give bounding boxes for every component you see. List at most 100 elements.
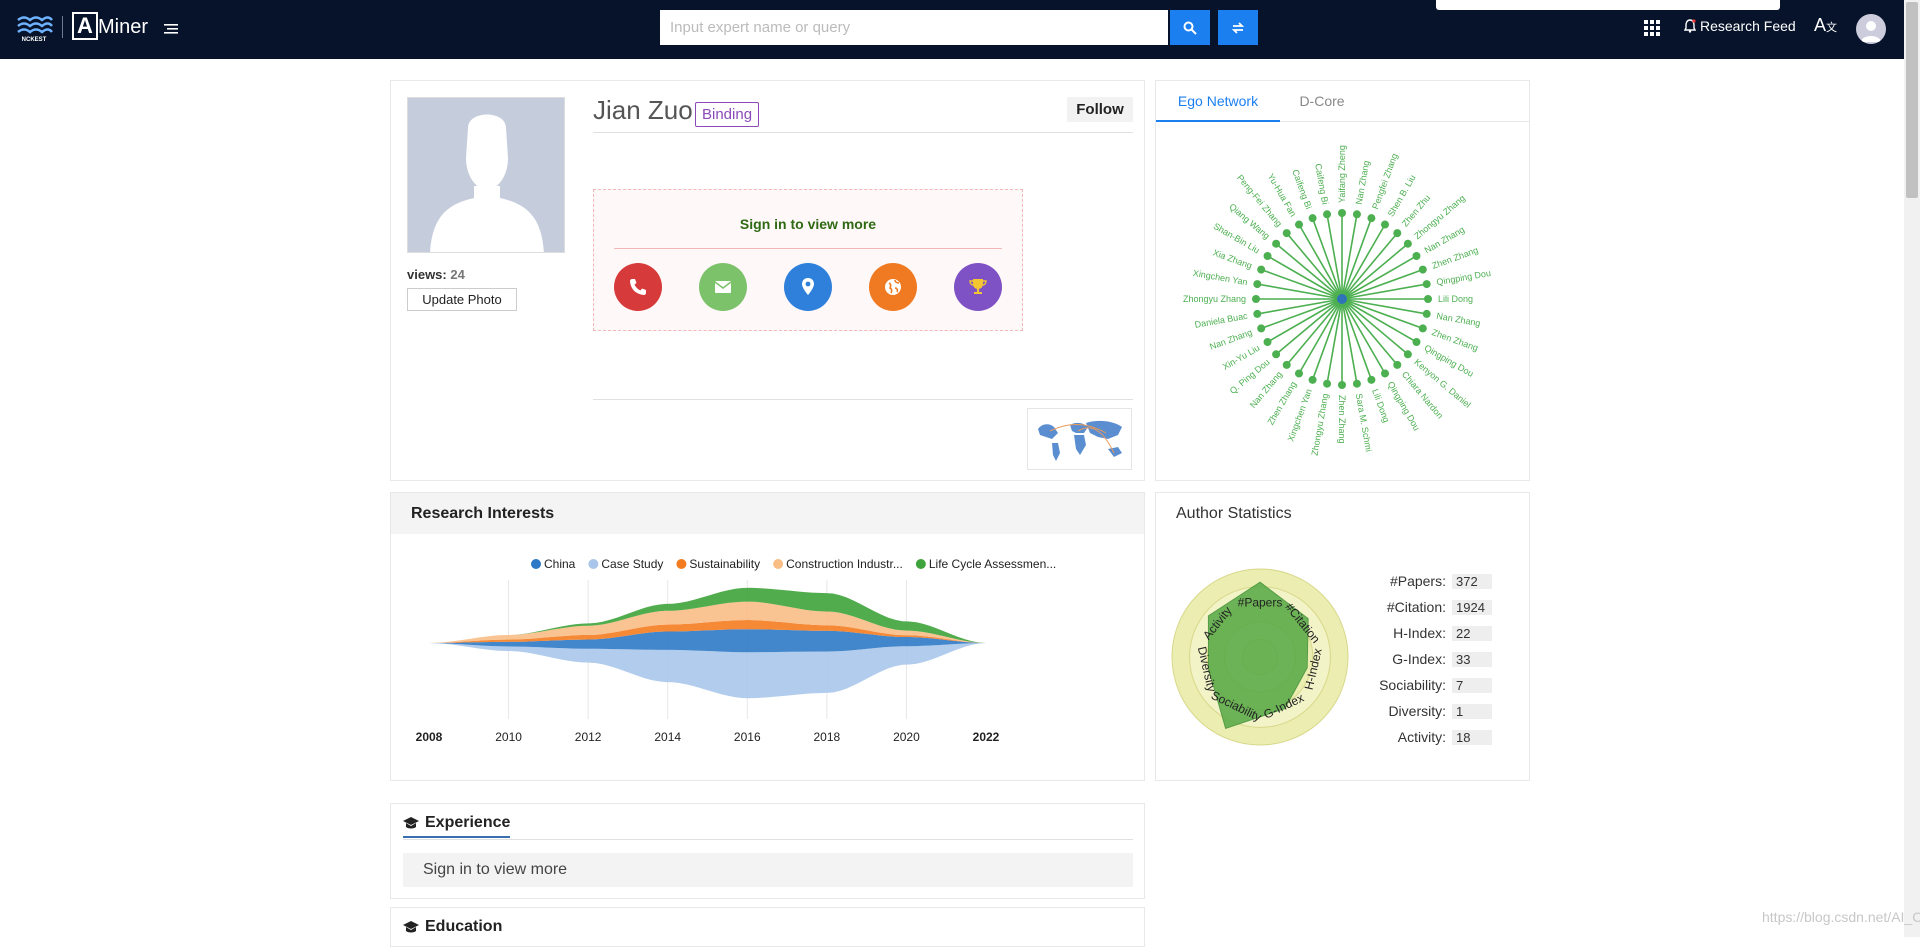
network-node[interactable] bbox=[1253, 309, 1262, 318]
graduation-cap-icon bbox=[403, 817, 419, 829]
network-node[interactable] bbox=[1308, 214, 1317, 223]
research-feed-link[interactable]: Research Feed bbox=[1684, 18, 1796, 34]
network-node-label[interactable]: Qingping Dou bbox=[1436, 268, 1492, 287]
network-node[interactable] bbox=[1424, 295, 1432, 303]
legend-swatch[interactable] bbox=[531, 559, 541, 569]
legend-label[interactable]: China bbox=[544, 557, 576, 571]
network-node[interactable] bbox=[1257, 324, 1266, 333]
legend-swatch[interactable] bbox=[588, 559, 599, 569]
network-node-label[interactable]: Daniela Buac bbox=[1194, 311, 1249, 330]
network-node[interactable] bbox=[1422, 280, 1431, 289]
page-scrollbar[interactable] bbox=[1904, 0, 1920, 937]
stream-layer[interactable] bbox=[429, 601, 986, 643]
menu-icon[interactable] bbox=[164, 22, 178, 36]
search-button[interactable] bbox=[1170, 10, 1210, 45]
network-node[interactable] bbox=[1272, 239, 1281, 248]
aminer-org-logo[interactable]: NCKEST bbox=[14, 12, 54, 42]
binding-button[interactable]: Binding bbox=[695, 102, 760, 127]
network-node[interactable] bbox=[1418, 265, 1427, 274]
network-node[interactable] bbox=[1352, 379, 1361, 388]
network-node[interactable] bbox=[1338, 209, 1346, 217]
stream-layer[interactable] bbox=[429, 643, 986, 699]
network-node-label[interactable]: Lili Dong bbox=[1438, 294, 1473, 304]
trophy-icon[interactable] bbox=[954, 263, 1002, 311]
update-photo-button[interactable]: Update Photo bbox=[407, 288, 517, 311]
aminer-logo[interactable]: A Miner bbox=[72, 12, 152, 44]
network-node-label[interactable]: Xia Zhang bbox=[1212, 247, 1254, 270]
follow-button[interactable]: Follow bbox=[1067, 97, 1133, 122]
network-node[interactable] bbox=[1282, 229, 1291, 238]
page-scrollbar-thumb[interactable] bbox=[1906, 2, 1918, 198]
network-node[interactable] bbox=[1381, 369, 1389, 378]
network-node[interactable] bbox=[1403, 350, 1412, 359]
research-interests-chart[interactable]: 2008 2010 2012 2014 2016 2018 2020 2022 China Cas… bbox=[391, 535, 1144, 780]
stream-layer[interactable] bbox=[429, 587, 986, 643]
network-node[interactable] bbox=[1422, 309, 1431, 318]
stream-layer[interactable] bbox=[429, 620, 986, 643]
legend-label[interactable]: Case Study bbox=[601, 557, 663, 571]
network-node[interactable] bbox=[1323, 379, 1332, 388]
stream-layer[interactable] bbox=[429, 629, 986, 653]
network-node[interactable] bbox=[1257, 265, 1266, 274]
network-node[interactable] bbox=[1323, 210, 1332, 219]
network-edge bbox=[1341, 217, 1373, 300]
network-node[interactable] bbox=[1393, 229, 1402, 238]
network-node-label[interactable]: Zhongyu Zhang bbox=[1183, 294, 1246, 304]
network-node-label[interactable]: Nan Zhang bbox=[1354, 160, 1372, 206]
legend-label[interactable]: Construction Industr... bbox=[786, 557, 903, 571]
network-node[interactable] bbox=[1393, 360, 1402, 369]
network-node-label[interactable]: Nan Zhang bbox=[1436, 311, 1482, 329]
world-map-thumbnail[interactable] bbox=[1027, 408, 1132, 470]
legend-label[interactable]: Sustainability bbox=[689, 557, 760, 571]
network-node-label[interactable]: Xingchen Yan bbox=[1192, 268, 1248, 287]
legend-swatch[interactable] bbox=[676, 559, 687, 569]
network-node[interactable] bbox=[1295, 220, 1303, 229]
network-node-label[interactable]: Yaifang Zheng bbox=[1337, 145, 1347, 203]
network-node[interactable] bbox=[1367, 214, 1376, 223]
globe-icon[interactable] bbox=[869, 263, 917, 311]
translate-icon[interactable]: A文 bbox=[1814, 15, 1838, 35]
location-icon[interactable] bbox=[784, 263, 832, 311]
user-avatar[interactable] bbox=[1856, 14, 1886, 44]
network-node[interactable] bbox=[1412, 252, 1421, 260]
network-node[interactable] bbox=[1367, 375, 1376, 384]
apps-grid-icon[interactable] bbox=[1644, 20, 1660, 36]
network-node[interactable] bbox=[1418, 324, 1427, 333]
network-node[interactable] bbox=[1381, 220, 1389, 229]
search-input[interactable] bbox=[660, 10, 1168, 45]
phone-icon[interactable] bbox=[614, 263, 662, 311]
legend-swatch[interactable] bbox=[773, 559, 784, 569]
sign-in-title[interactable]: Sign in to view more bbox=[739, 216, 877, 232]
network-node[interactable] bbox=[1403, 239, 1412, 248]
network-node[interactable] bbox=[1295, 369, 1303, 378]
legend-swatch[interactable] bbox=[915, 559, 926, 569]
network-node[interactable] bbox=[1272, 350, 1281, 359]
network-node[interactable] bbox=[1263, 252, 1272, 260]
aminer-logo-text: Miner bbox=[98, 16, 149, 38]
network-edge bbox=[1341, 298, 1358, 384]
experience-sign-in-message[interactable]: Sign in to view more bbox=[403, 853, 1133, 887]
network-node[interactable] bbox=[1352, 210, 1361, 219]
tab-ego-network[interactable]: Ego Network bbox=[1156, 81, 1280, 122]
network-node[interactable] bbox=[1253, 280, 1262, 289]
network-center-node[interactable] bbox=[1337, 294, 1347, 304]
network-node-label[interactable]: Caifeng Bi bbox=[1313, 163, 1330, 206]
email-icon[interactable] bbox=[699, 263, 747, 311]
network-node[interactable] bbox=[1282, 360, 1291, 369]
network-node-label[interactable]: Zhongyu Zhang bbox=[1309, 393, 1330, 457]
statistic-label: Diversity: bbox=[1388, 703, 1446, 719]
network-node[interactable] bbox=[1412, 338, 1421, 346]
network-node[interactable] bbox=[1338, 381, 1346, 389]
network-node[interactable] bbox=[1263, 338, 1272, 346]
user-icon bbox=[1861, 21, 1881, 42]
network-node-label[interactable]: Sara M. Schmi bbox=[1354, 393, 1374, 453]
network-node[interactable] bbox=[1308, 375, 1317, 384]
network-node-label[interactable]: Lili Dong bbox=[1370, 388, 1391, 424]
legend-label[interactable]: Life Cycle Assessmen... bbox=[929, 557, 1056, 571]
network-node[interactable] bbox=[1252, 295, 1260, 303]
switch-search-button[interactable] bbox=[1218, 10, 1258, 45]
statistic-row: H-Index: 22 bbox=[1352, 625, 1492, 641]
tab-d-core[interactable]: D-Core bbox=[1299, 93, 1345, 109]
network-node-label[interactable]: Zhen Zhang bbox=[1337, 395, 1347, 444]
